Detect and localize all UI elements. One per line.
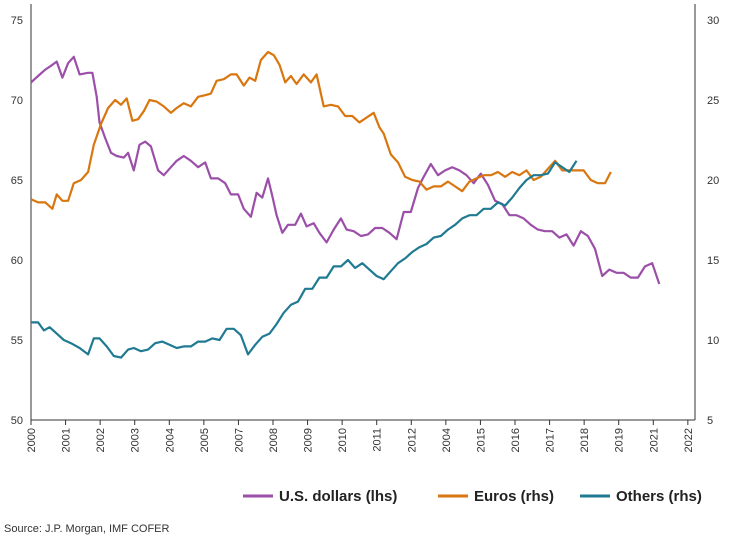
x-tick-label: 2016 (510, 428, 522, 452)
y-left-tick-label: 60 (11, 255, 23, 267)
series-line-others (31, 160, 578, 359)
x-tick-label: 2005 (199, 428, 211, 452)
x-tick-label: 2011 (372, 428, 384, 452)
legend-label: Euros (rhs) (474, 488, 554, 505)
y-right-tick-label: 20 (707, 175, 719, 187)
x-tick-label: 2010 (337, 428, 349, 452)
x-tick-label: 2012 (406, 428, 418, 452)
series-line-usd (30, 55, 661, 285)
legend-label: Others (rhs) (616, 488, 702, 505)
x-tick-label: 2003 (130, 428, 142, 452)
y-right-tick-label: 5 (707, 415, 713, 427)
x-axis: 2000 2001 2002 2003 2004 2005 2007 2008 2009 2010… (26, 420, 695, 452)
series-lines (30, 50, 661, 359)
y-right-tick-label: 10 (707, 335, 719, 347)
source-note: Source: J.P. Morgan, IMF COFER (4, 523, 170, 535)
legend: U.S. dollars (lhs) Euros (rhs) Others (rhs… (243, 488, 702, 505)
y-right-tick-label: 15 (707, 255, 719, 267)
y-axis-left: 50 55 60 65 70 75 (11, 15, 23, 427)
x-tick-label: 2017 (545, 428, 557, 452)
y-axis-right: 5 10 15 20 25 30 (707, 15, 719, 427)
x-tick-label: 2008 (268, 428, 280, 452)
x-tick-label: 2022 (683, 428, 695, 452)
y-left-tick-label: 55 (11, 335, 23, 347)
x-tick-label: 2000 (26, 428, 38, 452)
x-tick-label: 2018 (579, 428, 591, 452)
y-left-tick-label: 70 (11, 95, 23, 107)
y-right-tick-label: 25 (707, 95, 719, 107)
y-left-tick-label: 50 (11, 415, 23, 427)
x-tick-label: 2004 (441, 428, 453, 452)
y-right-tick-label: 30 (707, 15, 719, 27)
x-tick-label: 2004 (164, 428, 176, 452)
x-tick-label: 2001 (61, 428, 73, 452)
x-tick-label: 2009 (303, 428, 315, 452)
x-tick-label: 2007 (233, 428, 245, 452)
x-tick-label: 2002 (95, 428, 107, 452)
y-left-tick-label: 75 (11, 15, 23, 27)
legend-label: U.S. dollars (lhs) (279, 488, 397, 505)
x-tick-label: 2019 (614, 428, 626, 452)
chart-frame (30, 4, 696, 421)
x-tick-label: 2021 (648, 428, 660, 452)
x-tick-label: 2015 (475, 428, 487, 452)
y-left-tick-label: 65 (11, 175, 23, 187)
series-line-eur (30, 50, 612, 210)
